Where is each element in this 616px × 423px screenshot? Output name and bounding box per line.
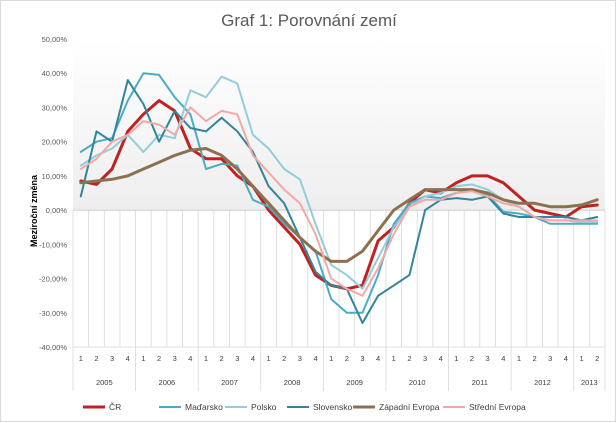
x-year-label: 2006 — [159, 378, 176, 387]
x-quarter-label: 3 — [548, 354, 552, 363]
x-quarter-label: 2 — [282, 354, 286, 363]
legend: ČR Maďarsko Polsko Slovensko Západní Evropa S… — [83, 402, 526, 412]
series-line — [79, 72, 599, 314]
x-quarter-label: 3 — [173, 354, 177, 363]
x-quarter-label: 4 — [439, 354, 443, 363]
x-quarter-label: 1 — [392, 354, 396, 363]
x-quarter-label: 1 — [79, 354, 83, 363]
x-quarter-label: 4 — [313, 354, 317, 363]
x-quarter-label: 4 — [188, 354, 192, 363]
series-lines — [79, 72, 599, 324]
legend-label: Střední Evropa — [469, 402, 526, 412]
legend-item: Západní Evropa — [353, 402, 440, 412]
x-quarter-label: 2 — [407, 354, 411, 363]
x-quarter-label: 4 — [126, 354, 130, 363]
legend-item: Střední Evropa — [443, 402, 526, 412]
x-quarter-label: 2 — [157, 354, 161, 363]
x-quarter-label: 4 — [251, 354, 255, 363]
legend-label: ČR — [109, 402, 121, 412]
x-year-label: 2010 — [409, 378, 426, 387]
x-quarter-label: 2 — [533, 354, 537, 363]
x-quarter-label: 3 — [423, 354, 427, 363]
y-axis-ticks: -40,00% -30,00% -20,00% -10,00% 0,00% 10,00% 2… — [39, 35, 67, 352]
x-year-label: 2005 — [96, 378, 113, 387]
y-tick-label: -30,00% — [39, 309, 67, 318]
y-axis-label: Meziroční změna — [29, 174, 39, 247]
x-quarter-label: 1 — [517, 354, 521, 363]
series-line — [79, 75, 599, 290]
y-tick-label: -10,00% — [39, 240, 67, 249]
series-line — [79, 79, 599, 324]
x-quarter-label: 4 — [564, 354, 568, 363]
legend-item: Maďarsko — [159, 402, 223, 412]
x-quarter-label: 2 — [94, 354, 98, 363]
x-quarter-label: 3 — [110, 354, 114, 363]
x-year-label: 2011 — [472, 378, 488, 387]
x-quarter-label: 1 — [267, 354, 271, 363]
y-tick-label: -20,00% — [39, 275, 67, 284]
x-quarter-label: 2 — [220, 354, 224, 363]
x-quarter-label: 4 — [376, 354, 380, 363]
legend-item: ČR — [83, 402, 121, 412]
x-quarter-label: 2 — [345, 354, 349, 363]
x-quarter-label: 1 — [579, 354, 583, 363]
legend-label: Slovensko — [313, 402, 352, 412]
legend-label: Maďarsko — [185, 402, 223, 412]
x-quarter-label: 1 — [329, 354, 333, 363]
x-quarter-label: 2 — [470, 354, 474, 363]
legend-item: Polsko — [225, 402, 277, 412]
x-quarter-label: 1 — [204, 354, 208, 363]
x-quarter-label: 4 — [501, 354, 505, 363]
x-quarter-label: 3 — [235, 354, 239, 363]
x-quarter-label: 2 — [595, 354, 599, 363]
series-line — [79, 147, 599, 263]
x-year-label: 2009 — [346, 378, 363, 387]
legend-item: Slovensko — [287, 402, 352, 412]
x-year-label: 2008 — [284, 378, 301, 387]
y-tick-label: 10,00% — [42, 172, 68, 181]
vertical-gridlines — [72, 209, 606, 347]
x-quarter-label: 3 — [360, 354, 364, 363]
x-quarter-label: 1 — [454, 354, 458, 363]
y-tick-label: 20,00% — [42, 138, 68, 147]
x-year-label: 2013 — [581, 378, 598, 387]
series-line — [79, 106, 599, 297]
x-quarter-label: 3 — [486, 354, 490, 363]
y-tick-label: 30,00% — [42, 103, 68, 112]
x-axis: 1 2 3 4 1 2 3 4 1 2 3 4 1 2 3 4 1 2 3 4 1 2 3 4 1 2 3 4 1 2 3 4 1 2 2005 20… — [72, 346, 606, 391]
chart-title: Graf 1: Porovnání zemí — [221, 11, 397, 30]
y-tick-label: 0,00% — [46, 206, 68, 215]
x-quarter-label: 3 — [298, 354, 302, 363]
y-tick-label: 50,00% — [42, 35, 68, 44]
legend-label: Západní Evropa — [379, 402, 440, 412]
legend-label: Polsko — [251, 402, 277, 412]
y-tick-label: 40,00% — [42, 69, 68, 78]
plot-background — [73, 39, 605, 211]
plot-area-upper — [73, 39, 605, 211]
y-tick-label: -40,00% — [39, 343, 67, 352]
x-year-label: 2012 — [534, 378, 551, 387]
x-year-label: 2007 — [221, 378, 238, 387]
x-quarter-label: 1 — [141, 354, 145, 363]
